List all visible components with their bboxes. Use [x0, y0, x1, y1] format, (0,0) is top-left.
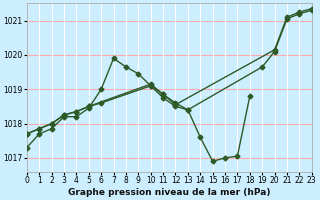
X-axis label: Graphe pression niveau de la mer (hPa): Graphe pression niveau de la mer (hPa) [68, 188, 270, 197]
